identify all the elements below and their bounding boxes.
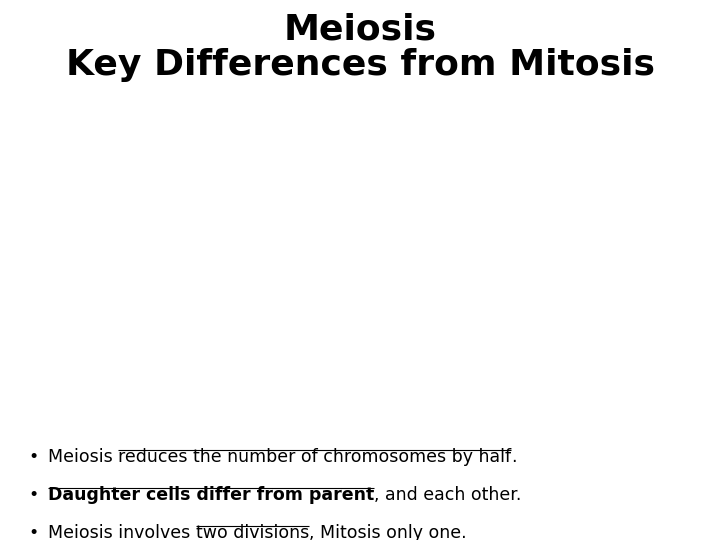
Text: Meiosis: Meiosis [284, 12, 436, 46]
Text: two divisions: two divisions [196, 524, 309, 540]
Text: Meiosis: Meiosis [48, 448, 118, 466]
Text: •: • [28, 486, 38, 504]
Text: reduces the number of chromosomes by half: reduces the number of chromosomes by hal… [118, 448, 511, 466]
Text: Key Differences from Mitosis: Key Differences from Mitosis [66, 48, 654, 82]
Text: , and each other.: , and each other. [374, 486, 521, 504]
Text: .: . [511, 448, 517, 466]
Text: Daughter cells differ from parent: Daughter cells differ from parent [48, 486, 374, 504]
Text: Meiosis involves: Meiosis involves [48, 524, 196, 540]
Text: •: • [28, 448, 38, 466]
Text: , Mitosis only one.: , Mitosis only one. [309, 524, 467, 540]
Text: •: • [28, 524, 38, 540]
